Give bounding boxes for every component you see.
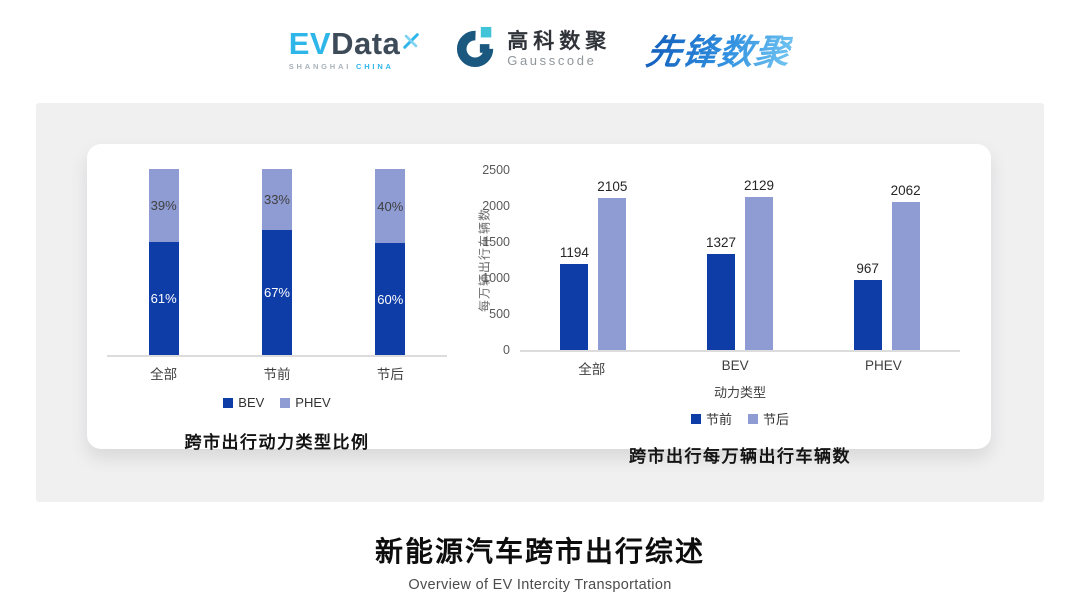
grouped-bar-plot: 每万辆出行车辆数 0 500 1000 1500 2000 2500 1194 2105 132… [478, 163, 960, 357]
evdata-star-icon [402, 24, 420, 55]
axis-category-label: 全部 [578, 362, 606, 377]
bar-value-label: 39% [150, 197, 177, 213]
bar-节前: 967 [853, 261, 882, 350]
axis-category-label: PHEV [865, 358, 902, 373]
bar-segment-phev: 33% [261, 169, 292, 231]
y-axis-tick-label: 0 [503, 343, 510, 357]
y-axis-label: 每万辆出行车辆数 [477, 207, 492, 313]
grouped-bar-plot-wrap: 每万辆出行车辆数 0 500 1000 1500 2000 2500 1194 2105 132… [478, 163, 960, 357]
legend-swatch [748, 413, 758, 424]
legend-swatch [223, 397, 234, 408]
bar-segment-bev: 61% [148, 241, 179, 355]
bar-节后: 2105 [597, 179, 627, 350]
axis-category-label: 全部 [150, 367, 178, 382]
bar-value-label: 1194 [559, 245, 589, 261]
axis-category-label: BEV [721, 358, 749, 373]
bar-value-label: 1327 [705, 235, 737, 251]
gausscode-wordmark: 高科数聚 Gausscode [507, 30, 611, 68]
gausscode-cn-text: 高科数聚 [507, 29, 612, 53]
evdata-ev-text: EV [288, 25, 332, 61]
x-axis-categories: 全部 BEV PHEV [520, 358, 960, 378]
page-subtitle: Overview of EV Intercity Transportation [408, 577, 672, 593]
legend-label: PHEV [295, 395, 331, 410]
evdata-data-text: Data [331, 25, 401, 61]
evdata-wordmark: EV Data [289, 28, 421, 59]
bar-value-label: 60% [377, 291, 404, 307]
bar-value-label: 2062 [890, 182, 921, 198]
chart-title: 跨市出行每万辆出行车辆数 [629, 447, 851, 466]
bar-节后: 2062 [891, 183, 921, 350]
bar-节前: 1327 [706, 235, 736, 350]
legend-item: 节后 [748, 409, 789, 428]
evdata-china-text: CHINA [356, 61, 394, 71]
x-axis-categories: 全部 节前 节后 [107, 363, 447, 383]
x-axis-label: 动力类型 [713, 385, 766, 400]
gausscode-g-icon [456, 25, 498, 74]
legend-label: 节后 [763, 412, 790, 427]
bar-segment-phev: 39% [148, 169, 179, 242]
legend-item: BEV [223, 395, 264, 410]
bar-group: 1194 2105 [560, 170, 627, 350]
gausscode-en-text: Gausscode [507, 52, 597, 68]
legend-item: 节前 [690, 409, 732, 428]
axis-category-label: 节后 [376, 367, 404, 382]
bar-节前: 1194 [560, 245, 589, 350]
y-axis-tick-label: 1500 [482, 235, 510, 249]
bar-group: 1327 2129 [706, 170, 774, 350]
bar-segment-bev: 60% [375, 243, 406, 355]
bar-segment-bev: 67% [261, 230, 292, 355]
y-axis-tick-label: 1000 [482, 271, 510, 285]
stacked-bar: 40% 60% [375, 169, 406, 355]
bar-value-label: 33% [263, 192, 290, 208]
chart-legend: 节前 节后 [520, 409, 960, 428]
charts-panel: 39% 61% 33% 67% 40% 60% 全部 节前 节后 BEV PHEV 跨市出行动力… [36, 103, 1044, 502]
bar-节后: 2129 [744, 178, 774, 350]
legend-swatch [280, 397, 291, 408]
logo-header: EV Data SHANGHAI CHINA [0, 16, 1080, 82]
y-axis-tick-label: 500 [489, 307, 510, 321]
bar-value-label: 2105 [597, 179, 628, 195]
bar-value-label: 40% [377, 198, 404, 214]
page-title: 新能源汽车跨市出行综述 [374, 536, 705, 567]
stacked-bar: 33% 67% [261, 169, 292, 355]
pioneer-logo: 先锋数聚 [643, 24, 795, 75]
page-footer: 新能源汽车跨市出行综述 Overview of EV Intercity Tra… [0, 530, 1080, 593]
chart-legend: BEV PHEV [107, 395, 447, 410]
legend-swatch [690, 413, 701, 424]
legend-label: 节前 [705, 412, 732, 427]
stacked-bar: 39% 61% [148, 169, 179, 355]
chart-title: 跨市出行动力类型比例 [184, 433, 370, 452]
bar-value-label: 967 [856, 261, 879, 277]
evdata-shanghai-text: SHANGHAI [288, 61, 352, 71]
bar-value-label: 67% [263, 285, 290, 301]
trips-per-10k-chart: 每万辆出行车辆数 0 500 1000 1500 2000 2500 1194 2105 132… [455, 163, 975, 467]
evdata-logo: EV Data SHANGHAI CHINA [289, 28, 421, 71]
bar-group: 967 2062 [853, 170, 921, 350]
stacked-bar-plot: 39% 61% 33% 67% 40% 60% [107, 169, 447, 357]
bar-value-label: 61% [150, 290, 177, 306]
power-type-ratio-chart: 39% 61% 33% 67% 40% 60% 全部 节前 节后 BEV PHEV 跨市出行动力… [107, 169, 447, 453]
legend-label: BEV [238, 395, 265, 410]
y-axis-tick-label: 2500 [482, 163, 510, 177]
bar-segment-phev: 40% [375, 169, 406, 244]
legend-item: PHEV [280, 395, 331, 410]
charts-card: 39% 61% 33% 67% 40% 60% 全部 节前 节后 BEV PHEV 跨市出行动力… [87, 144, 991, 466]
bar-value-label: 2129 [743, 177, 775, 193]
gausscode-logo: 高科数聚 Gausscode [456, 25, 611, 74]
axis-category-label: 节前 [263, 367, 291, 382]
y-axis-tick-label: 2000 [482, 199, 510, 213]
evdata-subtitle: SHANGHAI CHINA [289, 62, 394, 71]
